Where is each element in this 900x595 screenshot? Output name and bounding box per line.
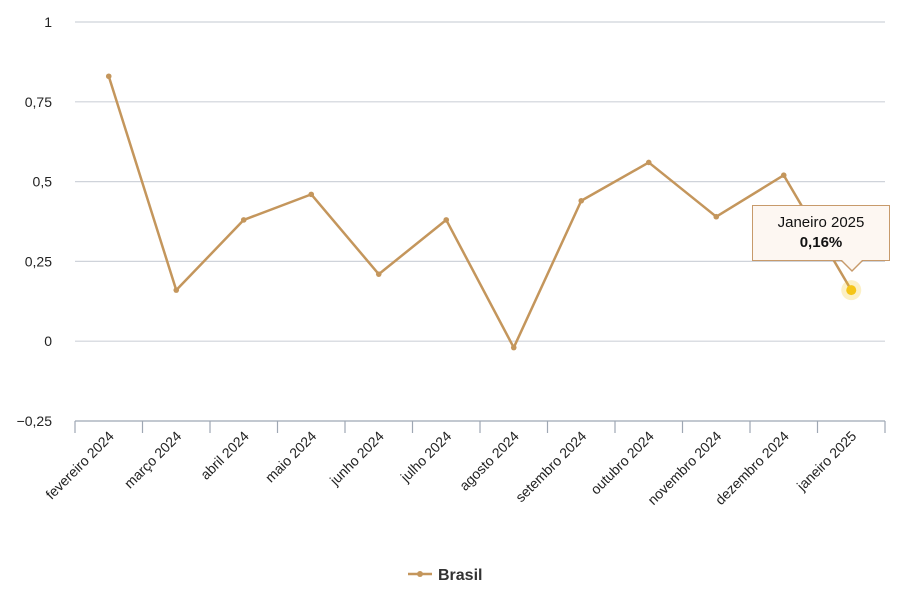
data-point — [375, 271, 382, 277]
y-tick-label: 1 — [44, 14, 52, 30]
x-tick-label: fevereiro 2024 — [42, 428, 117, 503]
legend-label: Brasil — [438, 567, 482, 584]
y-tick-label: 0,25 — [25, 253, 52, 269]
x-tick-label: julho 2024 — [397, 428, 455, 486]
data-point — [240, 217, 247, 223]
tooltip-title: Janeiro 2025 — [777, 214, 865, 231]
y-tick-label: 0,75 — [25, 94, 52, 110]
data-point-highlighted — [846, 285, 857, 296]
x-tick-label: maio 2024 — [262, 428, 320, 486]
tooltip: Janeiro 2025 0,16% — [752, 205, 890, 261]
data-point — [578, 197, 585, 204]
data-point — [105, 73, 112, 80]
x-tick-label: dezembro 2024 — [712, 428, 792, 508]
data-point — [173, 287, 180, 293]
data-point — [443, 217, 450, 223]
x-tick-label: agosto 2024 — [456, 428, 522, 494]
x-tick-label: março 2024 — [121, 428, 185, 492]
x-tick-label: outubro 2024 — [587, 428, 657, 498]
x-tick-label: junho 2024 — [326, 428, 387, 489]
data-point — [780, 172, 787, 179]
data-point — [510, 344, 517, 351]
tooltip-tail-inner — [841, 259, 863, 270]
data-point — [645, 159, 652, 166]
y-tick-label: −0,25 — [17, 413, 53, 429]
x-tick-label: abril 2024 — [197, 428, 252, 483]
y-tick-label: 0,5 — [33, 174, 53, 190]
tooltip-value: 0,16% — [799, 234, 843, 251]
x-tick-label: setembro 2024 — [512, 428, 590, 506]
data-point — [308, 191, 315, 198]
x-tick-label: janeiro 2025 — [793, 428, 860, 495]
y-tick-label: 0 — [44, 333, 52, 349]
legend-marker — [417, 571, 423, 577]
data-point — [713, 213, 720, 220]
series-line-brasil — [107, 75, 853, 349]
